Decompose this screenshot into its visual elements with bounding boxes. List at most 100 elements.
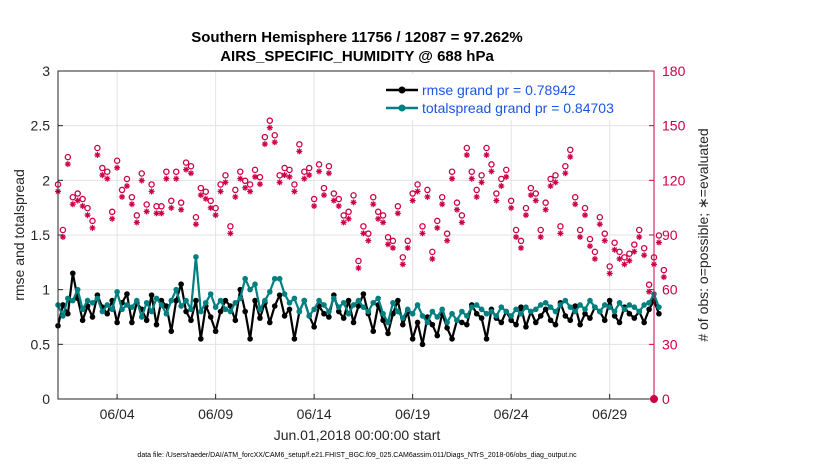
totalspread-point: [414, 302, 421, 308]
totalspread-point: [262, 297, 268, 304]
totalspread-point: [114, 289, 120, 295]
rmse-point: [193, 297, 199, 304]
obs-evaluated-point: [266, 124, 273, 131]
totalspread-point: [513, 306, 519, 313]
legend: rmse grand pr = 0.78942 totalspread gran…: [382, 74, 648, 120]
obs-evaluated-point: [586, 243, 593, 250]
obs-evaluated-point: [242, 184, 249, 191]
rmse-point: [114, 319, 120, 326]
obs-evaluated-point: [355, 264, 362, 271]
totalspread-point: [202, 299, 209, 306]
obs-evaluated-point: [311, 203, 318, 210]
obs-evaluated-point: [449, 175, 456, 182]
rmse-point: [385, 330, 391, 337]
y-tick-label: 1: [42, 282, 50, 298]
totalspread-point: [340, 299, 347, 306]
obs-possible-point: [104, 168, 111, 175]
obs-possible-point: [251, 166, 259, 174]
obs-possible-point: [532, 190, 540, 197]
obs-evaluated-point: [483, 152, 490, 158]
rmse-point: [646, 306, 652, 313]
obs-possible-point: [246, 181, 254, 188]
obs-evaluated-point: [325, 170, 332, 177]
y2-tick-label: 30: [662, 336, 678, 352]
obs-evaluated-point: [409, 197, 416, 204]
totalspread-point: [281, 291, 288, 297]
totalspread-point: [360, 304, 367, 310]
obs-possible-point: [409, 190, 416, 197]
obs-possible-point: [266, 117, 274, 124]
obs-possible-point: [655, 232, 663, 239]
totalspread-point: [217, 297, 224, 304]
obs-evaluated-point: [153, 210, 160, 217]
obs-evaluated-point: [429, 255, 436, 262]
obs-evaluated-point: [163, 175, 170, 182]
obs-possible-point: [296, 141, 303, 148]
obs-evaluated-point: [99, 172, 106, 179]
rmse-point: [326, 314, 332, 320]
totalspread-point: [296, 308, 303, 315]
obs-possible-point: [586, 235, 594, 243]
obs-evaluated-point: [335, 203, 342, 210]
totalspread-point: [636, 308, 643, 315]
obs-evaluated-point: [217, 188, 224, 195]
obs-possible-point: [365, 230, 372, 237]
legend-spread-marker: [398, 104, 406, 112]
obs-evaluated-point: [596, 221, 603, 228]
totalspread-point: [355, 297, 362, 304]
totalspread-point: [587, 297, 593, 304]
obs-evaluated-point: [419, 230, 426, 237]
rmse-point: [547, 317, 554, 324]
obs-possible-point: [463, 144, 471, 152]
totalspread-point: [365, 308, 372, 315]
obs-evaluated-point: [503, 173, 510, 180]
rmse-point: [409, 336, 416, 342]
totalspread-point: [198, 308, 204, 315]
y-tick-label: 0.5: [31, 336, 51, 352]
obs-possible-point: [286, 166, 293, 174]
rmse-point: [355, 303, 362, 309]
obs-evaluated-point: [478, 179, 485, 186]
totalspread-point: [124, 302, 130, 308]
obs-evaluated-point: [577, 234, 584, 240]
obs-evaluated-point: [148, 188, 155, 195]
legend-spread-label: totalspread grand pr = 0.84703: [422, 100, 614, 116]
obs-possible-point: [571, 193, 579, 201]
totalspread-point: [168, 297, 175, 304]
x-tick-label: 06/29: [592, 406, 627, 422]
obs-possible-point: [557, 223, 564, 230]
obs-possible-point: [493, 190, 500, 197]
rmse-point: [340, 315, 347, 321]
obs-possible-point: [325, 162, 333, 170]
totalspread-point: [148, 308, 155, 315]
obs-possible-point: [507, 197, 515, 205]
rmse-point: [537, 313, 544, 319]
obs-possible-point: [645, 281, 653, 288]
obs-possible-point: [187, 162, 195, 170]
obs-evaluated-point: [468, 175, 475, 182]
rmse-point: [542, 306, 549, 313]
obs-evaluated-point: [173, 175, 180, 182]
totalspread-point: [454, 317, 460, 324]
totalspread-point: [473, 302, 480, 308]
obs-evaluated-point: [463, 152, 470, 158]
chart-subtitle: AIRS_SPECIFIC_HUMIDITY @ 688 hPa: [220, 48, 494, 65]
totalspread-point: [582, 306, 588, 313]
totalspread-point: [444, 319, 450, 326]
totalspread-point: [335, 304, 342, 310]
obs-evaluated-point: [222, 179, 229, 186]
totalspread-point: [611, 308, 618, 315]
obs-possible-point: [399, 254, 407, 261]
obs-possible-point: [468, 168, 476, 175]
totalspread-point: [188, 306, 194, 313]
obs-evaluated-point: [518, 244, 525, 251]
right-axis: 0 30 60 90 120 150 180: [649, 63, 686, 407]
y2-tick-label: 0: [662, 391, 670, 407]
totalspread-point: [542, 299, 549, 306]
obs-possible-point: [108, 208, 116, 216]
obs-possible-point: [453, 199, 461, 206]
obs-possible-point: [345, 208, 352, 216]
rmse-point: [148, 292, 155, 298]
totalspread-point: [350, 302, 357, 308]
